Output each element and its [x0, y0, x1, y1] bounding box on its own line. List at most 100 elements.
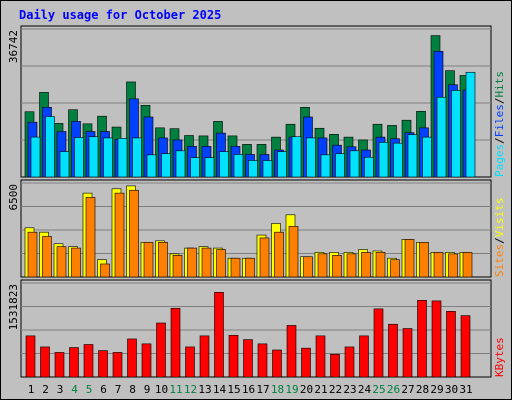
bar-sites-day-17: [259, 237, 270, 278]
bar-kbytes-day-14: [214, 292, 224, 378]
bar-pages-day-15: [233, 154, 244, 178]
bar-kbytes-day-9: [141, 343, 152, 378]
x-tick-day-1: 1: [28, 383, 35, 396]
y-series-label-part: Files: [493, 104, 506, 137]
y-series-label: Pages/Files/Hits: [493, 71, 506, 177]
bar-pages-day-3: [59, 151, 70, 178]
bar-sites-day-28: [419, 241, 429, 278]
bar-kbytes-day-17: [257, 343, 268, 378]
bar-pages-day-19: [291, 136, 302, 178]
bar-pages-day-24: [364, 156, 374, 178]
x-tick-day-7: 7: [115, 383, 122, 396]
x-tick-day-24: 24: [358, 383, 372, 396]
y-max-label: 36742: [7, 30, 20, 63]
y-series-label-part: KBytes: [493, 337, 506, 377]
y-series-label: KBytes: [493, 337, 506, 377]
y-series-label-part: /: [493, 98, 506, 105]
x-tick-day-4: 4: [71, 383, 78, 396]
bar-kbytes-day-11: [170, 307, 181, 378]
bar-pages-day-5: [88, 136, 99, 178]
x-tick-day-23: 23: [343, 383, 356, 396]
bar-kbytes-day-23: [344, 346, 355, 378]
x-tick-day-18: 18: [271, 383, 284, 396]
x-tick-day-12: 12: [184, 383, 197, 396]
bar-pages-day-2: [45, 116, 55, 178]
bar-pages-day-28: [422, 136, 432, 178]
bar-sites-day-27: [404, 239, 415, 278]
bar-pages-day-6: [103, 137, 113, 178]
bar-sites-day-20: [303, 256, 313, 278]
bar-sites-day-23: [346, 253, 357, 278]
x-tick-day-8: 8: [129, 383, 136, 396]
y-series-label: Sites/Visits: [493, 198, 506, 278]
bar-sites-day-4: [71, 247, 81, 278]
bar-kbytes-day-15: [228, 334, 239, 378]
x-tick-day-27: 27: [401, 383, 414, 396]
bar-kbytes-day-31: [460, 315, 471, 378]
bar-sites-day-9: [143, 241, 154, 278]
y-series-label-part: /: [493, 237, 506, 244]
bar-pages-day-18: [277, 151, 287, 178]
y-max-label: 6500: [7, 184, 20, 211]
bar-kbytes-day-24: [359, 335, 369, 378]
x-tick-day-30: 30: [445, 383, 458, 396]
bar-pages-day-13: [204, 157, 215, 178]
x-tick-day-2: 2: [42, 383, 49, 396]
bar-kbytes-day-20: [301, 347, 311, 378]
x-tick-day-6: 6: [100, 383, 107, 396]
x-tick-day-20: 20: [300, 383, 313, 396]
bar-pages-day-14: [219, 151, 229, 178]
x-tick-day-25: 25: [372, 383, 385, 396]
bar-sites-day-19: [288, 226, 299, 278]
x-tick-day-31: 31: [459, 383, 472, 396]
bar-sites-day-22: [332, 255, 342, 278]
bar-sites-day-21: [317, 253, 328, 278]
bar-kbytes-day-10: [156, 322, 166, 378]
bar-pages-day-11: [175, 150, 186, 178]
bar-sites-day-18: [274, 231, 284, 278]
bar-sites-day-15: [230, 257, 241, 278]
bar-pages-day-12: [190, 157, 200, 178]
y-series-label-part: Pages: [493, 144, 506, 177]
x-tick-day-3: 3: [57, 383, 64, 396]
bar-kbytes-day-8: [127, 338, 137, 378]
bar-pages-day-20: [306, 137, 316, 178]
bar-kbytes-day-30: [446, 311, 456, 378]
bar-kbytes-day-13: [199, 335, 210, 378]
bar-kbytes-day-22: [330, 353, 340, 378]
bar-pages-day-22: [335, 153, 345, 178]
y-max-label: 1531823: [7, 284, 20, 330]
y-series-label-part: Visits: [493, 198, 506, 238]
bar-kbytes-day-1: [25, 335, 36, 378]
bar-sites-day-30: [448, 253, 458, 278]
x-tick-day-19: 19: [285, 383, 298, 396]
bar-pages-day-21: [320, 154, 331, 178]
bar-kbytes-day-18: [272, 349, 282, 378]
bar-pages-day-7: [117, 138, 128, 178]
bar-sites-day-7: [114, 192, 125, 278]
bar-kbytes-day-5: [83, 344, 94, 378]
bar-kbytes-day-19: [286, 325, 297, 378]
bar-pages-day-17: [262, 160, 273, 178]
bar-kbytes-day-4: [69, 347, 79, 378]
bar-sites-day-26: [390, 259, 400, 278]
bar-kbytes-day-26: [388, 323, 398, 378]
bar-kbytes-day-12: [185, 346, 195, 378]
bar-sites-day-8: [129, 189, 139, 278]
x-tick-day-13: 13: [198, 383, 211, 396]
x-tick-day-14: 14: [213, 383, 227, 396]
bar-kbytes-day-3: [54, 352, 65, 378]
bar-pages-day-16: [248, 160, 258, 178]
bar-sites-day-31: [462, 252, 473, 278]
x-tick-day-28: 28: [416, 383, 429, 396]
bar-pages-day-27: [407, 134, 418, 178]
bar-sites-day-3: [56, 246, 67, 278]
bar-pages-day-29: [436, 96, 447, 178]
bar-sites-day-16: [245, 257, 255, 278]
bar-sites-day-14: [216, 249, 226, 278]
bar-pages-day-31: [465, 71, 476, 178]
x-tick-day-17: 17: [256, 383, 269, 396]
x-tick-day-10: 10: [155, 383, 168, 396]
